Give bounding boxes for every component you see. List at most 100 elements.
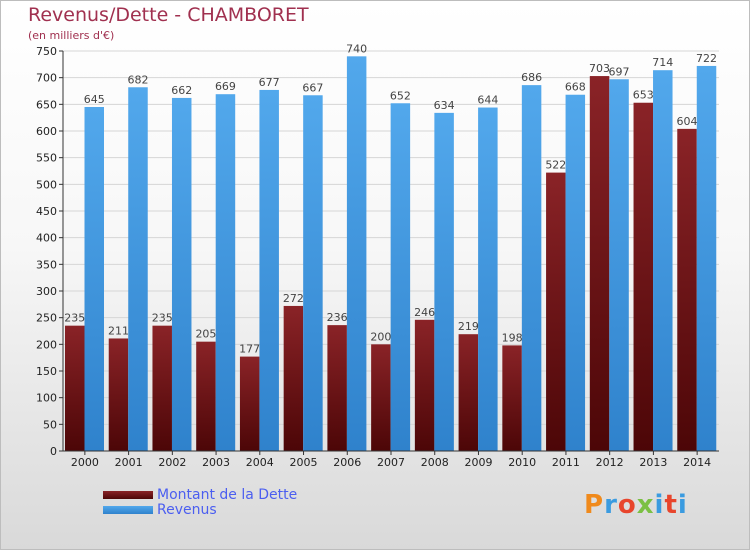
y-tick-label: 600: [36, 125, 57, 138]
data-label-revenue: 682: [127, 73, 148, 86]
x-tick-label: 2002: [158, 456, 186, 469]
data-label-revenue: 686: [521, 71, 542, 84]
chart-title: Revenus/Dette - CHAMBORET: [28, 4, 309, 26]
data-label-revenue: 669: [215, 80, 236, 93]
x-tick-label: 2013: [639, 456, 667, 469]
data-label-debt: 211: [108, 324, 129, 337]
bar-revenue: [303, 95, 323, 452]
chart-subtitle: (en milliers d'€): [28, 29, 115, 42]
x-tick-label: 2010: [508, 456, 536, 469]
y-tick-label: 150: [36, 365, 57, 378]
data-label-revenue: 645: [84, 93, 105, 106]
bar-revenue: [565, 94, 586, 451]
x-tick-label: 2008: [421, 456, 449, 469]
data-label-revenue: 652: [390, 89, 411, 102]
y-tick-label: 500: [36, 178, 57, 191]
bar-revenue: [696, 65, 717, 451]
bar-revenue: [434, 112, 454, 451]
bar-revenue: [215, 94, 236, 451]
logo-letter: i: [677, 490, 688, 520]
bar-revenue: [259, 89, 279, 451]
data-label-revenue: 714: [652, 56, 673, 69]
data-label-debt: 177: [239, 343, 260, 356]
bars: [65, 56, 717, 452]
bar-revenue: [653, 70, 673, 451]
data-label-debt: 246: [414, 306, 435, 319]
bar-debt: [65, 325, 85, 451]
y-tick-label: 450: [36, 205, 57, 218]
bar-revenue: [84, 107, 104, 451]
legend-label-revenue: Revenus: [157, 501, 217, 518]
x-tick-label: 2003: [202, 456, 230, 469]
x-tick-label: 2009: [464, 456, 492, 469]
data-label-debt: 198: [502, 331, 523, 344]
data-label-revenue: 662: [171, 84, 192, 97]
data-label-debt: 200: [370, 330, 391, 343]
logo-letter: r: [604, 490, 618, 520]
legend: Montant de la Dette Revenus: [103, 487, 297, 517]
x-tick-label: 2000: [71, 456, 99, 469]
logo-letter: x: [636, 490, 655, 520]
x-tick-label: 2004: [246, 456, 274, 469]
bar-revenue: [346, 56, 367, 451]
logo-letter: t: [664, 490, 678, 520]
logo-letter: o: [617, 490, 637, 520]
data-label-revenue: 722: [696, 52, 717, 65]
proxiti-logo: Proxiti: [584, 490, 688, 520]
bar-revenue: [521, 85, 542, 451]
x-tick-label: 2001: [115, 456, 143, 469]
data-label-revenue: 697: [609, 65, 630, 78]
bar-debt: [414, 319, 435, 451]
bar-debt: [152, 325, 172, 451]
y-tick-label: 550: [36, 152, 57, 165]
data-label-revenue: 668: [565, 81, 586, 94]
legend-label-debt: Montant de la Dette: [157, 486, 298, 503]
data-label-debt: 703: [589, 62, 610, 75]
y-tick-label: 650: [36, 98, 57, 111]
bar-debt: [677, 128, 697, 451]
bar-debt: [546, 172, 566, 451]
legend-item-revenue: Revenus: [103, 502, 297, 517]
y-tick-label: 0: [50, 445, 57, 458]
data-label-debt: 205: [195, 328, 216, 341]
bar-debt: [458, 334, 479, 451]
bar-revenue: [609, 79, 629, 452]
data-label-debt: 236: [327, 311, 348, 324]
logo-letter: P: [584, 490, 605, 520]
y-tick-label: 50: [43, 418, 57, 431]
logo-letter: i: [654, 490, 665, 520]
bar-debt: [633, 102, 654, 451]
y-tick-label: 750: [36, 45, 57, 58]
data-label-revenue: 667: [302, 81, 323, 94]
data-label-revenue: 634: [434, 99, 455, 112]
data-label-debt: 235: [64, 312, 85, 325]
data-label-debt: 219: [458, 320, 479, 333]
data-label-debt: 604: [677, 115, 698, 128]
bar-debt: [589, 76, 610, 452]
bar-debt: [283, 305, 304, 451]
bar-debt: [371, 344, 391, 451]
data-label-debt: 522: [545, 159, 566, 172]
bar-debt: [502, 345, 522, 451]
x-tick-label: 2014: [683, 456, 711, 469]
x-tick-label: 2007: [377, 456, 405, 469]
x-tick-label: 2006: [333, 456, 361, 469]
y-tick-label: 200: [36, 338, 57, 351]
data-labels: 235 645 211 682 235 662 205 669 177 677 272 667 236 7…: [64, 42, 717, 355]
data-label-debt: 235: [152, 312, 173, 325]
bar-debt: [327, 325, 347, 451]
x-tick-label: 2011: [552, 456, 580, 469]
bar-revenue: [390, 103, 411, 452]
y-tick-label: 350: [36, 258, 57, 271]
x-tick-label: 2005: [290, 456, 318, 469]
bar-revenue: [171, 97, 192, 451]
y-tick-label: 300: [36, 285, 57, 298]
bar-debt: [196, 341, 216, 451]
legend-swatch-debt: [103, 490, 153, 499]
bar-debt: [239, 356, 260, 451]
y-tick-label: 250: [36, 312, 57, 325]
y-tick-label: 700: [36, 72, 57, 85]
data-label-debt: 272: [283, 292, 304, 305]
